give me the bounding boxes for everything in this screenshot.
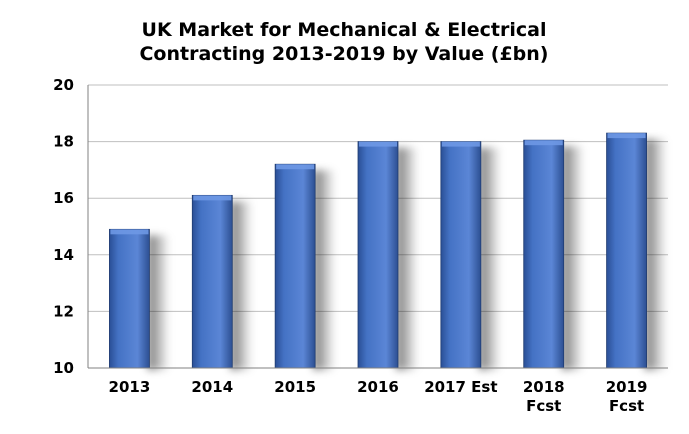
bar-shadow <box>396 147 418 370</box>
bar <box>274 163 316 369</box>
y-tick-label: 16 <box>53 189 74 207</box>
bar-top-bevel <box>524 140 563 146</box>
bar <box>523 139 565 369</box>
y-tick-label: 14 <box>53 246 74 264</box>
x-tick-label: 2013 <box>109 378 151 396</box>
y-tick-label: 10 <box>53 359 74 377</box>
bar-shadow <box>644 139 667 370</box>
bar-shadow <box>230 201 253 370</box>
y-tick-label: 12 <box>53 302 74 320</box>
y-axis: 10 12 14 16 18 20 <box>53 76 89 377</box>
x-tick-label: 2018 Fcst <box>523 378 565 415</box>
chart-title: UK Market for Mechanical & ElectricalCon… <box>139 19 548 65</box>
bar-top-bevel <box>441 141 480 147</box>
bar-top-bevel <box>607 133 646 139</box>
chart-title-line: Contracting 2013-2019 by Value (£bn) <box>139 43 548 65</box>
bar-top-bevel <box>276 164 315 170</box>
y-tick-label: 18 <box>53 133 74 151</box>
x-axis: 2013 2014 2015 2016 2017 Est 2018 Fcst 2019 Fcst <box>88 367 668 415</box>
bar-shadow <box>561 146 584 370</box>
bar-shadow <box>313 170 336 370</box>
bar <box>191 194 233 369</box>
bar-top-bevel <box>193 195 232 201</box>
x-tick-label: 2019 Fcst <box>606 378 648 415</box>
bar <box>109 228 150 369</box>
bars <box>109 132 667 370</box>
bar <box>440 141 482 369</box>
y-tick-label: 20 <box>53 76 74 94</box>
x-tick-label: 2017 Est <box>424 378 497 396</box>
chart-title-line: UK Market for Mechanical & Electrical <box>142 19 547 41</box>
bar <box>357 141 399 369</box>
bar-shadow <box>478 147 501 370</box>
bar-top-bevel <box>359 141 397 147</box>
x-tick-label: 2015 <box>274 378 316 396</box>
bar <box>606 132 647 369</box>
x-tick-label: 2016 <box>357 378 399 396</box>
bar-top-bevel <box>110 229 149 235</box>
x-tick-label: 2014 <box>191 378 233 396</box>
bar-shadow <box>147 235 170 370</box>
